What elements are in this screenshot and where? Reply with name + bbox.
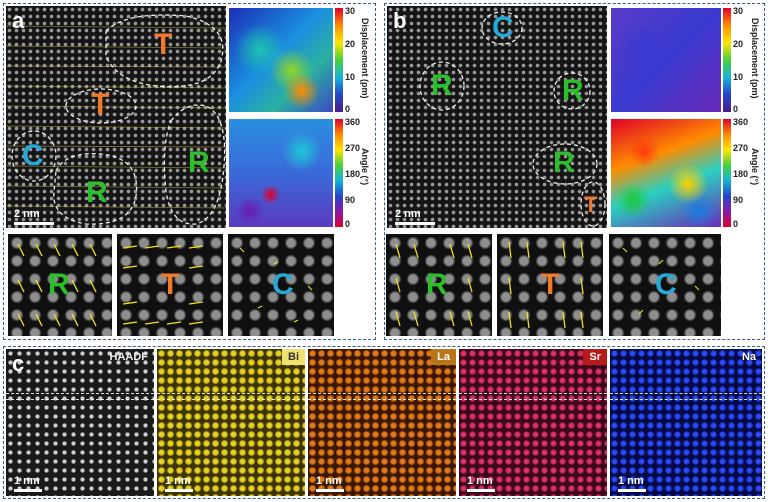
scale-bar-label: 1 nm [165, 475, 191, 487]
zoom-label: R [426, 268, 448, 301]
region-label: R [86, 176, 108, 209]
colorbar-tick: 270 [345, 143, 361, 153]
colorbar-tick: 90 [345, 195, 356, 205]
eds-map-tag: Na [741, 351, 756, 363]
scale-bar [618, 489, 646, 492]
zoom-label: C [272, 268, 294, 301]
colorbar-tick: 0 [345, 219, 351, 229]
panel-a-displacement-map [229, 8, 333, 112]
zoom-label: T [541, 268, 560, 301]
line-profile-marker [157, 393, 305, 394]
colorbar-tick: 0 [733, 104, 739, 114]
eds-map-haadf: HAADF c 1 nm [6, 349, 154, 496]
angle-colorbar [335, 119, 343, 227]
scale-bar [395, 222, 435, 225]
colorbar-tick: 180 [345, 169, 361, 179]
eds-map-tag: La [431, 349, 456, 365]
scale-bar [467, 489, 495, 492]
eds-map-tag: Sr [583, 349, 607, 365]
panel-a-angle-map [229, 119, 333, 227]
region-label: R [562, 74, 584, 107]
line-profile-marker [308, 399, 456, 400]
colorbar-tick: 360 [733, 117, 749, 127]
eds-map-la: La 1 nm [308, 349, 456, 496]
panel-b-haadf-image: b C R R R T 2 nm [387, 6, 607, 228]
colorbar-title: Displacement (pm) [750, 18, 760, 99]
scale-bar [14, 222, 54, 225]
zoom-label: T [161, 268, 180, 301]
panel-c-label: c [12, 351, 25, 376]
panel-a-zoom-t: T [117, 234, 223, 336]
angle-colorbar [723, 119, 731, 227]
panel-a-frame [3, 3, 376, 340]
eds-map-bi: Bi 1 nm [157, 349, 305, 496]
panel-b-label: b [393, 8, 407, 33]
displacement-colorbar [335, 8, 343, 112]
region-label: T [584, 192, 598, 217]
panel-a-zoom-r: R [8, 234, 112, 336]
scale-bar-label: 2 nm [395, 208, 421, 220]
scale-bar-label: 1 nm [316, 475, 342, 487]
line-profile-marker [459, 393, 607, 394]
panel-b-frame [384, 3, 765, 340]
line-profile-marker [459, 399, 607, 400]
line-profile-marker [610, 399, 762, 400]
region-label: C [492, 11, 514, 44]
line-profile-marker [308, 393, 456, 394]
region-label: C [22, 139, 44, 172]
eds-map-sr: Sr 1 nm [459, 349, 607, 496]
panel-a-zoom-c: C [228, 234, 334, 336]
panel-b-angle-map [611, 119, 721, 227]
zoom-label: C [655, 268, 677, 301]
colorbar-tick: 10 [345, 72, 356, 82]
line-profile-marker [6, 393, 154, 394]
line-profile-marker [157, 399, 305, 400]
line-profile-marker [610, 393, 762, 394]
region-label: T [91, 88, 110, 121]
region-label: R [553, 146, 575, 179]
colorbar-tick: 270 [733, 143, 749, 153]
panel-b-zoom-r: R [386, 234, 492, 336]
zoom-label: R [48, 268, 70, 301]
scale-bar [316, 489, 344, 492]
region-label: R [431, 69, 453, 102]
eds-map-tag: HAADF [109, 351, 149, 363]
colorbar-tick: 20 [733, 39, 744, 49]
panel-b-zoom-t: T [497, 234, 603, 336]
panel-c-frame [3, 346, 765, 499]
scale-bar-label: 1 nm [14, 475, 40, 487]
displacement-colorbar [723, 8, 731, 112]
region-label: R [188, 146, 210, 179]
scale-bar-label: 1 nm [467, 475, 493, 487]
colorbar-tick: 0 [733, 219, 739, 229]
eds-map-na: Na 1 nm [610, 349, 762, 496]
panel-a-label: a [12, 8, 25, 33]
colorbar-tick: 360 [345, 117, 361, 127]
colorbar-tick: 30 [345, 6, 356, 16]
colorbar-tick: 10 [733, 72, 744, 82]
line-profile-marker [6, 399, 154, 400]
colorbar-title: Angle (°) [750, 148, 760, 186]
panel-b-zoom-c: C [609, 234, 721, 336]
scale-bar [14, 489, 42, 492]
panel-b-displacement-map [611, 8, 721, 112]
eds-map-tag: Bi [282, 349, 305, 365]
region-label: T [154, 28, 173, 61]
colorbar-tick: 30 [733, 6, 744, 16]
scale-bar-label: 1 nm [618, 475, 644, 487]
scale-bar [165, 489, 193, 492]
panel-a-haadf-image: a T T C R R 2 nm [6, 6, 226, 228]
scale-bar-label: 2 nm [14, 208, 40, 220]
colorbar-tick: 90 [733, 195, 744, 205]
colorbar-title: Angle (°) [360, 148, 370, 186]
colorbar-title: Displacement (pm) [360, 18, 370, 99]
colorbar-tick: 180 [733, 169, 749, 179]
colorbar-tick: 20 [345, 39, 356, 49]
colorbar-tick: 0 [345, 104, 351, 114]
